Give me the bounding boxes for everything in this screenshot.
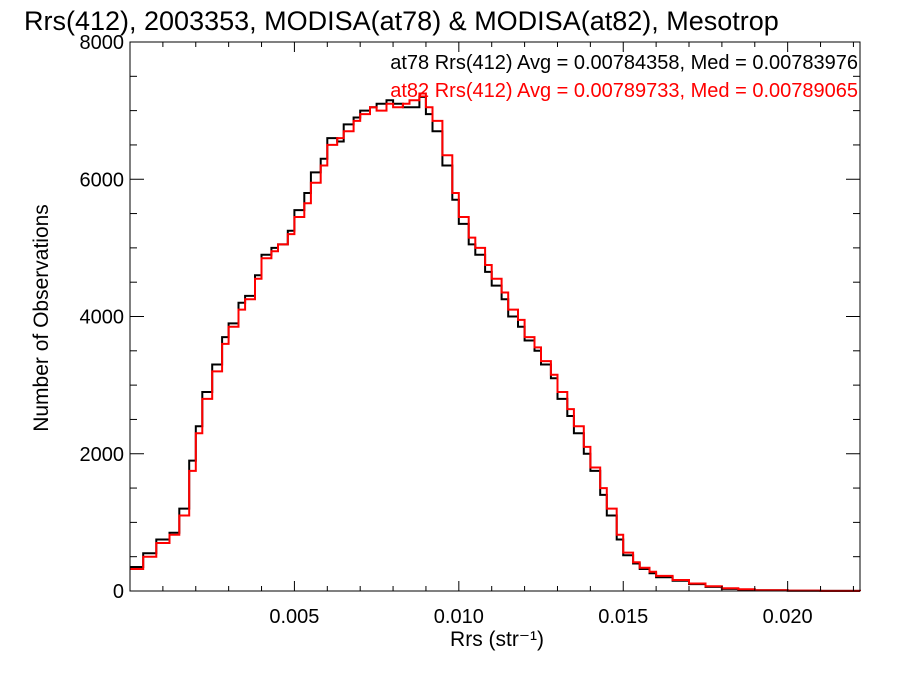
- y-tick-label: 6000: [80, 169, 125, 191]
- legend-entry-at82: at82 Rrs(412) Avg = 0.00789733, Med = 0.…: [390, 80, 858, 102]
- series-at82-line: [130, 92, 861, 592]
- y-tick-label: 2000: [80, 444, 125, 466]
- series-layer: [130, 92, 861, 592]
- series-at78-line: [130, 95, 861, 592]
- axis-tick-labels: 0.005 0.010 0.015 0.020 0 2000 4000 6000 8000: [80, 32, 813, 628]
- y-tick-label: 0: [113, 581, 124, 603]
- plot-frame: [129, 41, 861, 592]
- x-tick-label: 0.015: [598, 606, 648, 628]
- x-tick-label: 0.020: [763, 606, 813, 628]
- x-tick-label: 0.005: [269, 606, 319, 628]
- chart-title: Rrs(412), 2003353, MODISA(at78) & MODISA…: [24, 6, 779, 36]
- y-tick-label: 8000: [80, 32, 125, 54]
- y-axis-label: Number of Observations: [30, 204, 53, 432]
- legend-entry-at78: at78 Rrs(412) Avg = 0.00784358, Med = 0.…: [390, 52, 858, 74]
- x-tick-label: 0.010: [434, 606, 484, 628]
- axis-ticks: [130, 41, 860, 592]
- x-axis-label: Rrs (str⁻¹): [450, 628, 544, 651]
- y-tick-label: 4000: [80, 307, 125, 329]
